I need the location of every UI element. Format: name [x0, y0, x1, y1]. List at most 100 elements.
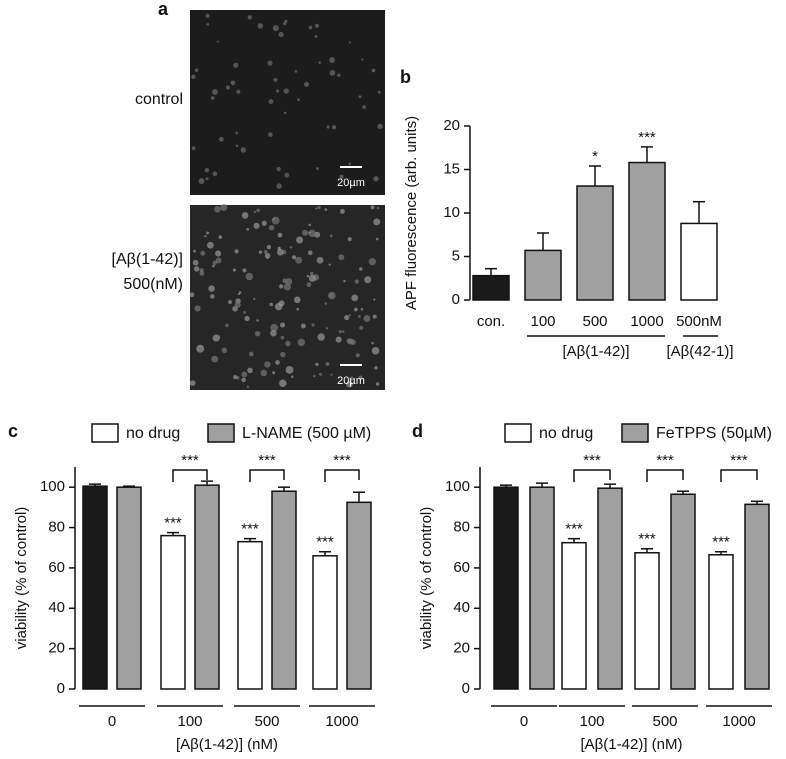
cell-texture — [285, 365, 294, 374]
bar — [680, 222, 718, 301]
cell-texture — [300, 323, 306, 329]
micrograph-control — [190, 10, 385, 195]
cell-texture — [241, 212, 249, 219]
group-label: [Aβ(42-1)] — [667, 343, 734, 360]
bar — [194, 484, 220, 690]
cell-texture — [245, 272, 254, 281]
image-label: [Aβ(1-42)] — [112, 251, 183, 268]
cell-texture — [346, 380, 353, 388]
y-tick-label: 20 — [48, 640, 65, 657]
legend-swatch — [91, 423, 119, 443]
y-tick-label: 40 — [48, 599, 65, 616]
cell-texture — [270, 329, 277, 337]
y-axis-label: viability (% of control) — [418, 507, 435, 650]
y-axis-label: APF fluorescence (arb. units) — [403, 116, 420, 310]
cell-texture — [263, 250, 268, 254]
cell-texture — [283, 283, 292, 291]
bar — [597, 487, 623, 690]
cell-texture — [276, 248, 284, 256]
cell-texture — [234, 301, 241, 308]
cell-texture — [193, 266, 200, 272]
cell-texture — [254, 330, 261, 337]
cell-texture — [240, 147, 247, 153]
cell-texture — [331, 125, 337, 130]
bracket-label: *** — [583, 452, 601, 469]
bar — [116, 486, 142, 690]
x-tick-label: con. — [477, 313, 505, 330]
significance: *** — [565, 521, 583, 538]
cell-texture — [253, 297, 256, 301]
cell-texture — [266, 245, 272, 250]
cell-texture — [371, 341, 374, 345]
cell-texture — [349, 376, 354, 381]
cell-texture — [341, 330, 345, 333]
bar — [634, 552, 660, 690]
cell-texture — [260, 369, 268, 377]
cell-texture — [328, 263, 331, 266]
cell-texture — [357, 314, 361, 318]
cell-texture — [192, 259, 199, 266]
y-tick-label: 20 — [443, 117, 460, 134]
cell-texture — [360, 308, 364, 311]
cell-texture — [236, 89, 241, 94]
cell-texture — [339, 174, 344, 179]
cell-texture — [243, 310, 246, 314]
cell-texture — [325, 327, 329, 330]
cell-texture — [257, 23, 264, 29]
cell-texture — [276, 89, 280, 93]
cell-texture — [253, 222, 260, 229]
x-tick-label: 1000 — [325, 713, 358, 730]
cell-texture — [212, 89, 218, 95]
cell-texture — [343, 279, 346, 283]
cell-texture — [244, 315, 250, 322]
cell-texture — [276, 183, 282, 189]
legend-label: FeTPPS (50µM) — [656, 425, 772, 442]
cell-texture — [268, 132, 273, 137]
cell-texture — [328, 291, 336, 300]
cell-texture — [204, 234, 207, 238]
significance: *** — [164, 515, 182, 532]
cell-texture — [375, 237, 379, 241]
cell-texture — [230, 80, 236, 86]
cell-texture — [277, 246, 281, 251]
cell-texture — [206, 231, 209, 235]
cell-texture — [212, 264, 215, 268]
bracket — [249, 469, 285, 482]
cell-texture — [358, 375, 363, 380]
cell-texture — [189, 292, 195, 298]
cell-texture — [353, 307, 358, 312]
cell-texture — [375, 382, 380, 386]
cell-texture — [370, 205, 375, 210]
cell-texture — [312, 374, 316, 378]
bar — [628, 161, 666, 301]
cell-texture — [373, 218, 381, 226]
cell-texture — [351, 294, 359, 302]
cell-texture — [359, 325, 364, 331]
bar — [160, 534, 186, 690]
bracket — [720, 469, 758, 482]
cell-texture — [344, 314, 350, 321]
cell-texture — [272, 217, 275, 221]
cell-texture — [315, 207, 318, 210]
bar — [237, 540, 263, 690]
cell-texture — [359, 267, 363, 271]
cell-texture — [348, 314, 351, 317]
cell-texture — [279, 284, 284, 289]
cell-texture — [282, 278, 288, 284]
cell-texture — [233, 62, 239, 68]
significance: *** — [712, 534, 730, 551]
legend-label: no drug — [126, 425, 180, 442]
cell-texture — [271, 216, 280, 225]
cell-texture — [335, 336, 342, 343]
cell-texture — [228, 300, 232, 304]
cell-texture — [278, 31, 284, 38]
panel-label: d — [412, 421, 423, 441]
cell-texture — [371, 68, 376, 73]
cell-texture — [242, 268, 247, 273]
bar — [346, 501, 372, 690]
cell-texture — [208, 285, 215, 292]
cell-texture — [368, 257, 377, 266]
y-tick-label: 60 — [48, 559, 65, 576]
cell-texture — [212, 260, 218, 266]
cell-texture — [372, 314, 377, 319]
